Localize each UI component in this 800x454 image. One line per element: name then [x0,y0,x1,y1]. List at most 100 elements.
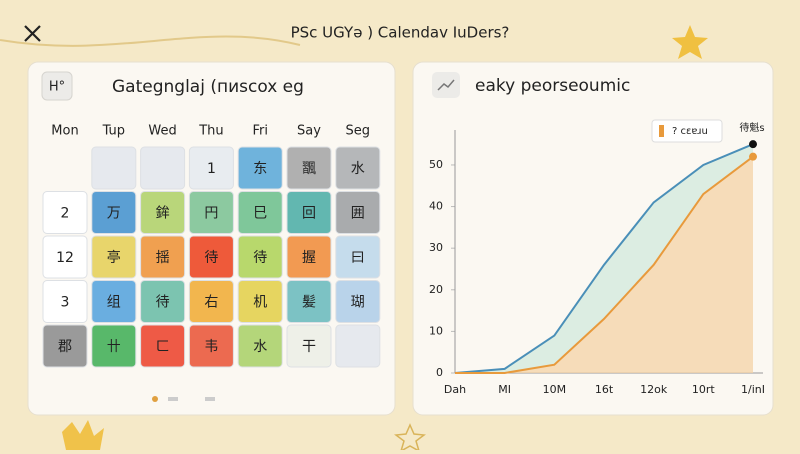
y-tick-label: 0 [436,366,443,379]
day-label: 2 [61,206,70,222]
day-label: 待 [204,250,218,266]
close-button[interactable] [24,25,41,42]
calendar-badge-box [41,71,73,101]
x-tick-label: Dah [444,383,466,396]
weekday-label: Wed [148,124,176,139]
page-dot[interactable] [205,397,215,401]
day-label: 鉾 [156,206,170,222]
page-dot[interactable] [168,397,178,401]
day-label: 待 [156,295,170,311]
day-cell[interactable] [42,235,88,279]
day-cell[interactable] [188,235,234,279]
day-cell[interactable] [335,280,381,323]
day-label: 1 [207,161,216,177]
day-cell[interactable] [140,324,186,368]
day-cell[interactable] [91,324,137,368]
day-label: 机 [253,295,267,311]
y-tick-label: 10 [429,324,443,337]
day-cell[interactable] [188,191,234,234]
area-between [455,144,753,373]
day-label: 握 [302,250,316,266]
page-dot[interactable] [152,396,158,402]
weekday-label: Fri [252,124,268,139]
weekday-label: Thu [198,124,223,139]
day-cell[interactable] [286,324,332,368]
y-tick-label: 40 [429,200,443,213]
day-label: 水 [253,339,267,355]
day-label: 东 [253,161,267,177]
day-label: 待 [253,250,267,266]
y-tick-label: 30 [429,241,443,254]
day-label: 右 [204,295,218,311]
day-cell[interactable] [140,191,186,234]
calendar-badge: H° [49,80,65,95]
day-label: ㄈ [156,339,170,355]
x-tick-label: 10rt [692,383,716,396]
day-cell[interactable] [42,280,88,323]
crown [62,420,104,450]
day-cell[interactable] [42,324,88,368]
day-cell[interactable] [237,324,283,368]
day-cell[interactable] [237,280,283,323]
weekday-label: Say [297,124,321,139]
legend-box [651,119,723,143]
decor [0,35,301,47]
chart-icon-glyph [437,79,455,91]
legend-label: ? cɛɐɹu [672,126,708,137]
day-cell[interactable] [188,324,234,368]
weekday-label: Mon [51,124,78,139]
day-label: 水 [351,161,365,177]
day-label: 髪 [302,295,316,311]
day-cell[interactable] [91,191,137,234]
day-cell[interactable] [140,280,186,323]
area [455,156,753,373]
day-label: 郡 [58,339,72,355]
x-tick-label: 16t [595,383,614,396]
x-tick-label: MI [498,383,511,396]
star [672,25,708,59]
chart-title: eaky peorseoumic [475,76,630,96]
series-line [455,155,754,374]
day-cell[interactable] [237,191,283,234]
day-cell[interactable] [188,146,234,190]
close-icon[interactable] [24,25,41,42]
day-cell[interactable] [140,146,186,190]
day-cell[interactable] [286,280,332,323]
series-label: 待魁s [739,121,764,134]
day-label: 干 [302,339,316,355]
day-cell[interactable] [335,235,381,279]
day-cell[interactable] [237,146,283,190]
weekday-label: Tup [102,124,125,139]
day-cell[interactable] [140,235,186,279]
day-label: 瑚 [351,295,365,311]
day-cell[interactable] [91,280,137,323]
day-cell[interactable] [91,146,137,190]
day-cell[interactable] [237,235,283,279]
day-cell[interactable] [286,146,332,190]
day-label: 円 [204,206,218,222]
day-label: 回 [302,206,316,222]
day-cell[interactable] [335,324,381,368]
end-point [749,140,757,149]
legend-swatch [659,125,664,137]
day-label: 巳 [253,206,267,222]
series-line [454,143,754,374]
calendar-grid: Mon Tup Wed Thu Fri Say Seg1 东飁水2 万鉾円巳回囲12 亭揺待待握曰… [42,124,381,368]
calendar-title: Gategnglaj (пиscox eg [112,77,304,97]
day-cell[interactable] [286,235,332,279]
day-cell[interactable] [188,280,234,323]
day-cell[interactable] [335,146,381,190]
day-cell[interactable] [335,191,381,234]
weekday-label: Seg [346,124,371,139]
day-cell[interactable] [286,191,332,234]
day-label: 3 [61,295,70,311]
day-label: 曰 [351,250,365,266]
day-label: 韦 [204,339,218,355]
day-cell[interactable] [91,235,137,279]
day-label: 12 [56,250,74,266]
chart: 0 10 20 30 40 50 Dah MI 10M 16t 12ok 10rt 1/inI ? cɛɐ… [429,121,765,396]
day-cell[interactable] [42,191,88,234]
y-tick-label: 50 [429,158,443,171]
